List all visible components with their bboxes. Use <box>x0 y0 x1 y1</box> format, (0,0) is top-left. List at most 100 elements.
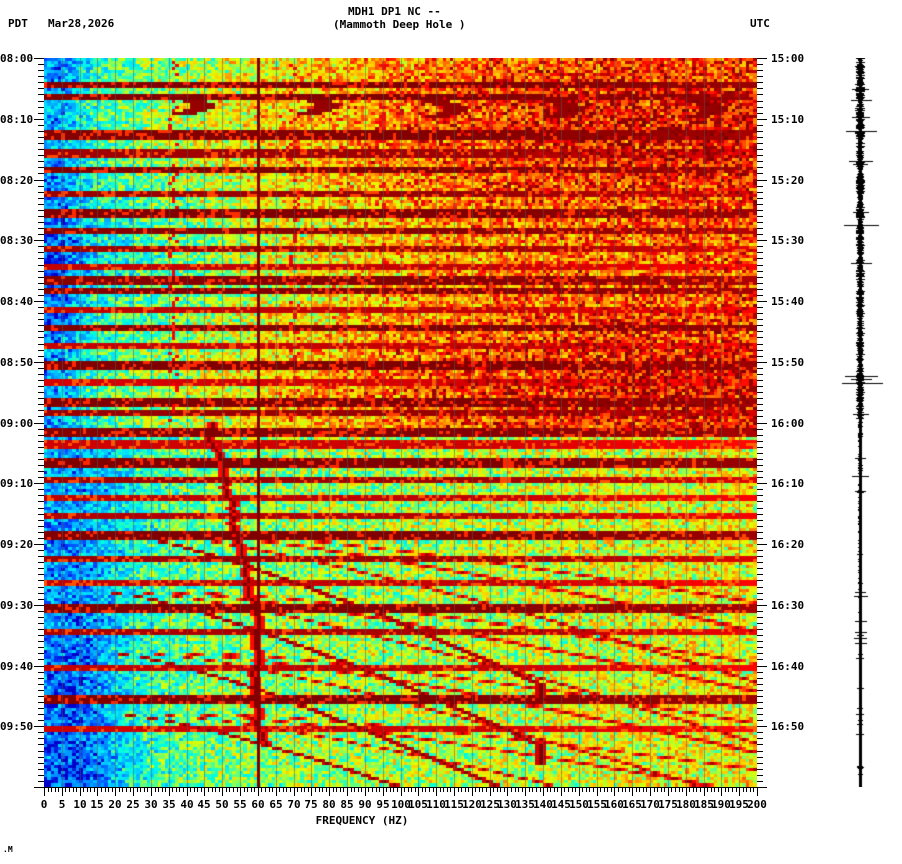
axis-minor-tick <box>38 435 44 436</box>
axis-minor-tick <box>757 82 763 83</box>
freq-minor-tick <box>461 787 462 792</box>
freq-minor-tick <box>219 787 220 792</box>
freq-major-tick <box>721 787 722 796</box>
freq-minor-tick <box>550 787 551 792</box>
freq-minor-tick <box>482 787 483 792</box>
axis-minor-tick <box>757 137 763 138</box>
freq-minor-tick <box>65 787 66 792</box>
axis-minor-tick <box>38 161 44 162</box>
freq-minor-tick <box>425 787 426 792</box>
time-tick-label: 09:40 <box>0 660 34 673</box>
axis-minor-tick <box>757 113 763 114</box>
freq-tick-label: 165 <box>622 798 642 811</box>
freq-tick-label: 0 <box>40 798 48 811</box>
axis-minor-tick <box>38 538 44 539</box>
axis-minor-tick <box>38 380 44 381</box>
freq-minor-tick <box>226 787 227 792</box>
freq-minor-tick <box>607 787 608 792</box>
freq-minor-tick <box>714 787 715 792</box>
freq-minor-tick <box>696 787 697 792</box>
freq-minor-tick <box>611 787 612 792</box>
station-title-line2: (Mammoth Deep Hole ) <box>333 18 466 31</box>
axis-minor-tick <box>757 416 763 417</box>
freq-minor-tick <box>83 787 84 792</box>
axis-minor-tick <box>38 113 44 114</box>
freq-minor-tick <box>122 787 123 792</box>
date-label: Mar28,2026 <box>48 17 115 30</box>
axis-major-tick <box>34 58 44 59</box>
axis-major-tick <box>757 180 767 181</box>
spectrogram-canvas-container <box>44 58 757 787</box>
axis-minor-tick <box>38 477 44 478</box>
freq-minor-tick <box>497 787 498 792</box>
axis-minor-tick <box>38 131 44 132</box>
axis-minor-tick <box>757 738 763 739</box>
axis-minor-tick <box>757 659 763 660</box>
freq-tick-label: 150 <box>569 798 589 811</box>
freq-axis-baseline <box>44 787 757 788</box>
time-tick-label: 09:20 <box>0 538 34 551</box>
axis-minor-tick <box>757 386 763 387</box>
time-tick-label: 08:30 <box>0 234 34 247</box>
axis-minor-tick <box>38 271 44 272</box>
axis-minor-tick <box>38 453 44 454</box>
freq-minor-tick <box>76 787 77 792</box>
seismogram-trace <box>838 58 898 787</box>
axis-minor-tick <box>757 532 763 533</box>
axis-minor-tick <box>38 198 44 199</box>
axis-minor-tick <box>757 380 763 381</box>
axis-minor-tick <box>757 459 763 460</box>
time-axis-utc: 15:00 15:10 15:20 15:30 15:40 15:50 16:00 16:10… <box>757 50 837 795</box>
axis-minor-tick <box>38 690 44 691</box>
freq-major-tick <box>454 787 455 796</box>
freq-minor-tick <box>536 787 537 792</box>
axis-minor-tick <box>38 186 44 187</box>
time-tick-label: 15:50 <box>771 356 805 369</box>
axis-minor-tick <box>757 356 763 357</box>
spectrogram-plot[interactable] <box>44 58 757 787</box>
axis-major-tick <box>34 483 44 484</box>
axis-minor-tick <box>757 107 763 108</box>
axis-minor-tick <box>757 252 763 253</box>
freq-tick-label: 155 <box>587 798 607 811</box>
freq-minor-tick <box>532 787 533 792</box>
axis-minor-tick <box>38 641 44 642</box>
axis-minor-tick <box>757 629 763 630</box>
corner-artifact-mark: .M <box>3 845 13 854</box>
axis-minor-tick <box>38 295 44 296</box>
time-tick-label: 08:20 <box>0 174 34 187</box>
axis-minor-tick <box>757 198 763 199</box>
axis-minor-tick <box>757 635 763 636</box>
freq-minor-tick <box>301 787 302 792</box>
freq-minor-tick <box>215 787 216 792</box>
freq-tick-label: 35 <box>162 798 176 811</box>
freq-minor-tick <box>458 787 459 792</box>
axis-minor-tick <box>38 568 44 569</box>
axis-minor-tick <box>38 441 44 442</box>
freq-major-tick <box>401 787 402 796</box>
axis-minor-tick <box>38 702 44 703</box>
freq-minor-tick <box>511 787 512 792</box>
freq-major-tick <box>757 787 758 796</box>
freq-minor-tick <box>326 787 327 792</box>
axis-minor-tick <box>757 617 763 618</box>
freq-minor-tick <box>229 787 230 792</box>
axis-major-tick <box>757 362 767 363</box>
freq-minor-tick <box>736 787 737 792</box>
freq-minor-tick <box>671 787 672 792</box>
axis-minor-tick <box>38 763 44 764</box>
axis-minor-tick <box>757 295 763 296</box>
freq-minor-tick <box>308 787 309 792</box>
axis-minor-tick <box>38 732 44 733</box>
axis-minor-tick <box>757 344 763 345</box>
freq-major-tick <box>133 787 134 796</box>
freq-major-tick <box>418 787 419 796</box>
freq-minor-tick <box>247 787 248 792</box>
axis-minor-tick <box>757 678 763 679</box>
axis-minor-tick <box>757 70 763 71</box>
axis-minor-tick <box>38 319 44 320</box>
freq-major-tick <box>490 787 491 796</box>
axis-major-tick <box>757 666 767 667</box>
freq-major-tick <box>472 787 473 796</box>
axis-minor-tick <box>757 76 763 77</box>
